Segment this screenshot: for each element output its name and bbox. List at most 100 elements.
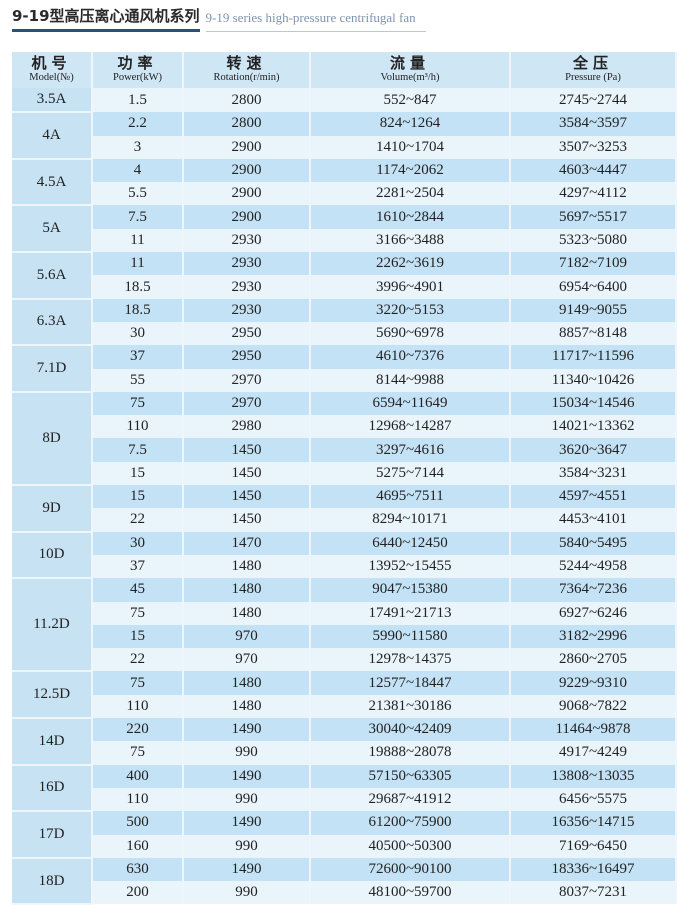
cell-volume: 824~1264 [310, 112, 511, 136]
table-row: 11.2D 45 1480 9047~15380 7364~7236 [12, 578, 677, 673]
cell-volume: 13952~15455 [310, 554, 511, 579]
cell-volume: 21381~30186 [310, 694, 511, 719]
table-row: 110 990 29687~41912 6456~5575 [12, 787, 677, 812]
cell-rotation: 990 [183, 881, 311, 905]
cell-volume: 2281~2504 [310, 182, 511, 206]
cell-power: 4 [92, 158, 184, 183]
cell-power: 15 [92, 624, 184, 649]
cell-volume: 3220~5153 [310, 298, 511, 322]
cell-rotation: 2970 [183, 391, 311, 416]
cell-volume: 12968~14287 [310, 415, 511, 439]
cell-rotation: 990 [183, 834, 311, 858]
header-model: 机号 Model(№) [12, 52, 93, 88]
cell-pressure: 9068~7822 [510, 694, 677, 719]
table-row: 160 990 40500~50300 7169~6450 [12, 834, 677, 858]
cell-volume: 19888~28078 [310, 741, 511, 765]
cell-pressure: 14021~13362 [510, 415, 677, 439]
cell-volume: 8294~10171 [310, 508, 511, 532]
cell-rotation: 1480 [183, 671, 311, 695]
cell-pressure: 2860~2705 [510, 648, 677, 672]
cell-pressure: 11464~9878 [510, 718, 677, 742]
cell-pressure: 4917~4249 [510, 741, 677, 765]
title-english: 9-19 series high-pressure centrifugal fa… [205, 10, 426, 32]
cell-power: 37 [92, 554, 184, 579]
cell-power: 11 [92, 228, 184, 253]
cell-rotation: 990 [183, 787, 311, 812]
header-volume-en: Volume(m³/h) [380, 72, 440, 84]
cell-pressure: 3584~3597 [510, 112, 677, 136]
cell-rotation: 2800 [183, 112, 311, 136]
cell-power: 18.5 [92, 298, 184, 322]
cell-rotation: 1470 [183, 531, 311, 555]
cell-pressure: 9229~9310 [510, 671, 677, 695]
header-rotation: 转速 Rotation(r/min) [183, 52, 311, 88]
table-row: 4.5A 4 2900 1174~2062 4603~4447 [12, 158, 677, 207]
cell-pressure: 4297~4112 [510, 182, 677, 206]
cell-volume: 40500~50300 [310, 834, 511, 858]
table-row: 75 990 19888~28078 4917~4249 [12, 741, 677, 765]
cell-volume: 8144~9988 [310, 368, 511, 392]
table-row: 4A 2.2 2800 824~1264 3584~3597 [12, 112, 677, 160]
cell-pressure: 4597~4551 [510, 485, 677, 509]
table-row: 3 2900 1410~1704 3507~3253 [12, 135, 677, 159]
cell-model: 8D [12, 391, 93, 487]
cell-rotation: 2930 [183, 228, 311, 253]
cell-power: 15 [92, 485, 184, 509]
header-pressure-en: Pressure (Pa) [565, 72, 621, 84]
header-pressure: 全压 Pressure (Pa) [510, 52, 677, 88]
table-row: 15 1450 5275~7144 3584~3231 [12, 461, 677, 486]
cell-rotation: 1450 [183, 485, 311, 509]
fan-spec-table: 机号 Model(№) 功率 Power(kW) 转速 Rotation(r/min)… [12, 52, 677, 905]
cell-pressure: 13808~13035 [510, 764, 677, 788]
cell-pressure: 5697~5517 [510, 205, 677, 229]
cell-power: 110 [92, 787, 184, 812]
table-row: 5A 7.5 2900 1610~2844 5697~5517 [12, 205, 677, 254]
cell-pressure: 3507~3253 [510, 135, 677, 159]
table-row: 37 1480 13952~15455 5244~4958 [12, 554, 677, 579]
table-row: 8D 75 2970 6594~11649 15034~14546 [12, 391, 677, 487]
table-row: 14D 220 1490 30040~42409 11464~9878 [12, 718, 677, 766]
cell-model: 6.3A [12, 298, 93, 347]
cell-pressure: 3620~3647 [510, 438, 677, 462]
table-row: 16D 400 1490 57150~63305 13808~13035 [12, 764, 677, 813]
table-row: 5.5 2900 2281~2504 4297~4112 [12, 182, 677, 206]
cell-rotation: 1450 [183, 508, 311, 532]
cell-power: 200 [92, 881, 184, 905]
cell-power: 55 [92, 368, 184, 392]
header-model-cn: 机号 [31, 54, 72, 73]
cell-power: 75 [92, 671, 184, 695]
table-row: 22 970 12978~14375 2860~2705 [12, 648, 677, 672]
cell-pressure: 9149~9055 [510, 298, 677, 322]
cell-power: 110 [92, 415, 184, 439]
cell-volume: 3996~4901 [310, 275, 511, 299]
cell-pressure: 6954~6400 [510, 275, 677, 299]
cell-rotation: 1490 [183, 857, 311, 882]
cell-volume: 3166~3488 [310, 228, 511, 253]
cell-pressure: 7364~7236 [510, 578, 677, 602]
table-row: 7.1D 37 2950 4610~7376 11717~11596 [12, 345, 677, 393]
cell-model: 17D [12, 811, 93, 859]
cell-power: 18.5 [92, 275, 184, 299]
cell-rotation: 990 [183, 741, 311, 765]
cell-rotation: 1490 [183, 764, 311, 788]
cell-volume: 48100~59700 [310, 881, 511, 905]
cell-pressure: 2745~2744 [510, 88, 677, 113]
cell-power: 630 [92, 857, 184, 882]
cell-rotation: 2900 [183, 158, 311, 183]
cell-volume: 9047~15380 [310, 578, 511, 602]
cell-model: 14D [12, 718, 93, 766]
cell-volume: 57150~63305 [310, 764, 511, 788]
cell-volume: 5990~11580 [310, 624, 511, 649]
cell-rotation: 1490 [183, 811, 311, 835]
cell-power: 400 [92, 764, 184, 788]
cell-power: 45 [92, 578, 184, 602]
cell-power: 22 [92, 648, 184, 672]
cell-volume: 6440~12450 [310, 531, 511, 555]
header-power: 功率 Power(kW) [92, 52, 184, 88]
cell-pressure: 5323~5080 [510, 228, 677, 253]
cell-volume: 2262~3619 [310, 252, 511, 276]
cell-pressure: 5840~5495 [510, 531, 677, 555]
cell-power: 7.5 [92, 438, 184, 462]
cell-pressure: 4603~4447 [510, 158, 677, 183]
cell-rotation: 2900 [183, 135, 311, 159]
